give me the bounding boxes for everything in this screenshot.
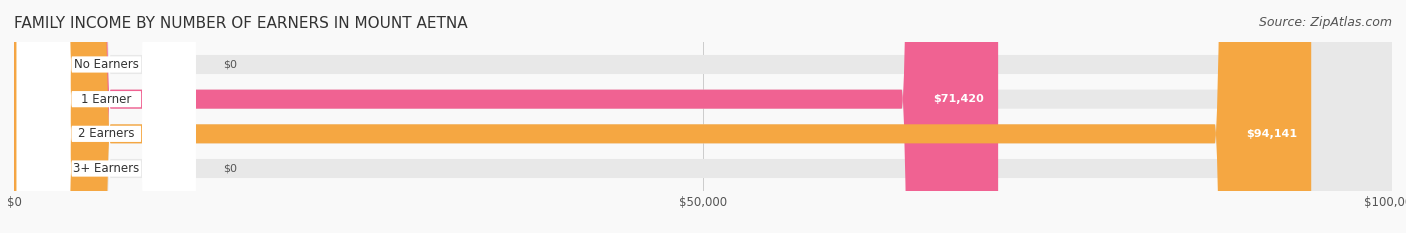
FancyBboxPatch shape	[14, 0, 1392, 233]
FancyBboxPatch shape	[14, 0, 1392, 233]
FancyBboxPatch shape	[14, 0, 1392, 233]
FancyBboxPatch shape	[17, 0, 195, 233]
Text: $0: $0	[224, 59, 238, 69]
Text: FAMILY INCOME BY NUMBER OF EARNERS IN MOUNT AETNA: FAMILY INCOME BY NUMBER OF EARNERS IN MO…	[14, 16, 468, 31]
FancyBboxPatch shape	[17, 0, 195, 233]
FancyBboxPatch shape	[14, 0, 1392, 233]
Text: 2 Earners: 2 Earners	[79, 127, 135, 140]
Text: $71,420: $71,420	[934, 94, 984, 104]
Text: No Earners: No Earners	[75, 58, 139, 71]
FancyBboxPatch shape	[17, 0, 195, 233]
Text: Source: ZipAtlas.com: Source: ZipAtlas.com	[1258, 16, 1392, 29]
FancyBboxPatch shape	[17, 0, 195, 233]
Text: $94,141: $94,141	[1246, 129, 1298, 139]
Text: $0: $0	[224, 164, 238, 174]
Text: 1 Earner: 1 Earner	[82, 93, 132, 106]
FancyBboxPatch shape	[14, 0, 998, 233]
FancyBboxPatch shape	[14, 0, 1312, 233]
Text: 3+ Earners: 3+ Earners	[73, 162, 139, 175]
